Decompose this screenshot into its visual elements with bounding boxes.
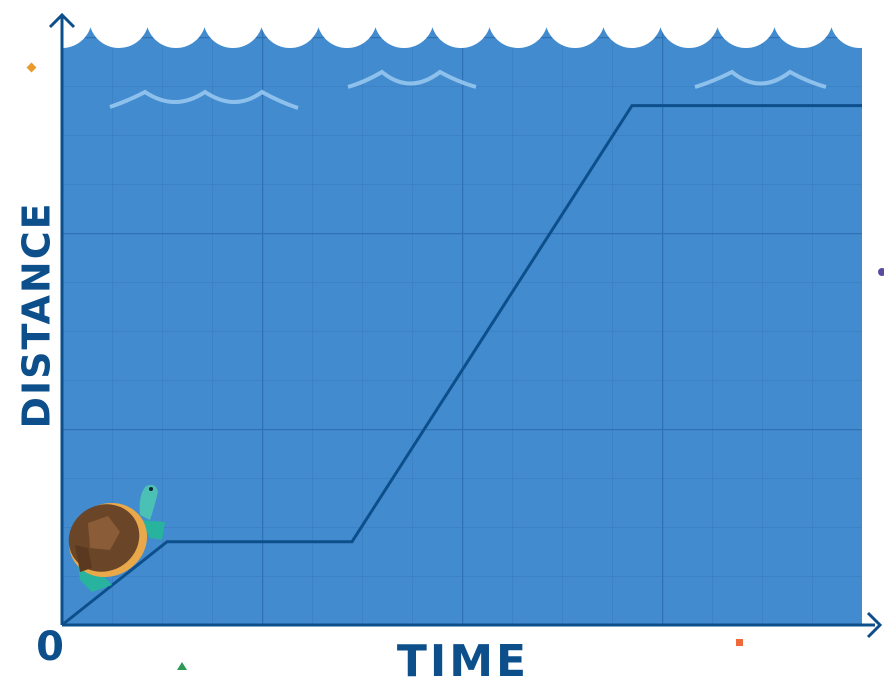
- confetti: [736, 639, 743, 646]
- confetti: [878, 268, 884, 276]
- axes: [48, 12, 883, 639]
- wave: [317, 0, 377, 48]
- wave-lines: [109, 69, 827, 110]
- wave: [830, 0, 884, 48]
- wave: [374, 0, 434, 48]
- confetti: [26, 62, 37, 73]
- wave: [89, 0, 149, 48]
- wave: [260, 0, 320, 48]
- wave: [146, 0, 206, 48]
- wave: [431, 0, 491, 48]
- waves: [32, 0, 884, 48]
- wave: [545, 0, 605, 48]
- wave: [773, 0, 833, 48]
- grid-pattern: [62, 20, 862, 625]
- wave: [659, 0, 719, 48]
- x-axis-title: TIME: [397, 636, 529, 678]
- line: [61, 104, 862, 627]
- wave: [488, 0, 548, 48]
- confetti: [177, 662, 187, 670]
- wave: [602, 0, 662, 48]
- x-tick-label: 0: [36, 624, 64, 670]
- y-axis-title: DISTANCE: [15, 201, 59, 428]
- wave: [203, 0, 263, 48]
- turtle: [68, 484, 165, 592]
- wave: [716, 0, 776, 48]
